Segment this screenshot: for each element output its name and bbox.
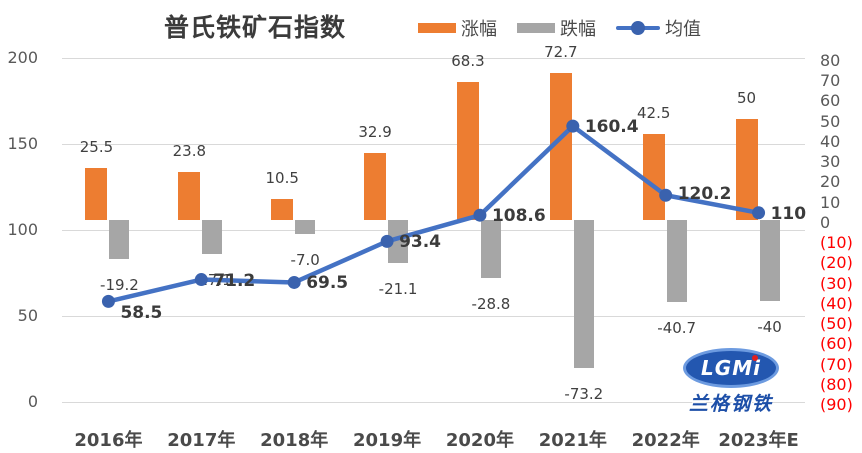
- lgmi-logo-text: LGMi: [701, 356, 761, 380]
- fall-bar: [759, 219, 780, 301]
- x-axis-label: 2016年: [74, 430, 143, 451]
- rise-bar: [364, 153, 387, 220]
- right-axis-tick-label: (80): [820, 374, 853, 394]
- x-axis-label: 2018年: [260, 430, 329, 451]
- rise-bar-label: 50: [737, 88, 757, 107]
- right-axis-tick-label: 0: [820, 212, 831, 232]
- x-axis-label: 2019年: [353, 430, 422, 451]
- fall-bar: [295, 219, 316, 235]
- right-axis-tick-label: 30: [820, 152, 841, 172]
- left-axis-tick-label: 200: [7, 48, 38, 67]
- rise-bar: [85, 168, 108, 220]
- right-axis-tick-label: 50: [820, 111, 841, 131]
- right-axis-tick-label: 60: [820, 91, 841, 111]
- mean-value-label: 108.6: [491, 206, 546, 227]
- legend-item-rise: 涨幅: [418, 15, 497, 41]
- rise-bar: [642, 133, 665, 220]
- rise-swatch-icon: [418, 23, 456, 33]
- rise-bar-label: 42.5: [636, 103, 671, 122]
- rise-bar: [735, 118, 758, 220]
- mean-value-label: 93.4: [399, 232, 442, 253]
- fall-bar: [109, 219, 130, 259]
- chart-title: 普氏铁矿石指数: [163, 13, 346, 42]
- x-axis-label: 2020年: [445, 430, 514, 451]
- left-axis-tick-label: 0: [27, 392, 38, 411]
- rise-bar-label: 25.5: [79, 138, 114, 157]
- right-axis-tick-label: (30): [820, 273, 853, 293]
- right-axis-tick-label: 10: [820, 192, 841, 212]
- gridline: [62, 57, 805, 59]
- left-axis-tick-label: 50: [17, 306, 38, 325]
- lgmi-logo-ellipse: LGMi: [683, 348, 779, 388]
- x-axis-label: 2023年E: [718, 430, 799, 451]
- fall-bar-label: -40.7: [657, 319, 697, 338]
- left-axis-tick-label: 150: [7, 134, 38, 153]
- legend-item-fall: 跌幅: [517, 15, 596, 41]
- right-axis-tick-label: (20): [820, 253, 853, 273]
- right-axis-tick-label: 20: [820, 172, 841, 192]
- fall-bar-label: -28.8: [471, 295, 511, 314]
- right-axis-tick-label: (60): [820, 334, 853, 354]
- fall-bar: [202, 219, 223, 255]
- mean-value-label: 71.2: [213, 270, 256, 291]
- rise-bar-label: 68.3: [451, 51, 485, 70]
- legend-fall-label: 跌幅: [560, 19, 596, 40]
- mean-value-label: 58.5: [120, 303, 163, 324]
- rise-bar-label: 23.8: [172, 141, 207, 160]
- x-axis-label: 2022年: [631, 430, 700, 451]
- rise-bar: [456, 81, 479, 220]
- right-axis-tick-label: 70: [820, 71, 841, 91]
- right-axis-tick-label: (40): [820, 293, 853, 313]
- right-axis-tick-label: (70): [820, 354, 853, 374]
- mean-value-label: 160.4: [584, 117, 639, 138]
- legend-mean-label: 均值: [665, 19, 701, 40]
- rise-bar-label: 32.9: [358, 123, 392, 142]
- mean-line-swatch-icon: [616, 21, 660, 35]
- x-axis-label: 2021年: [538, 430, 607, 451]
- fall-bar-label: -7.0: [290, 251, 320, 270]
- rise-bar: [178, 171, 201, 220]
- gridline: [62, 229, 805, 231]
- chart-legend: 涨幅 跌幅 均值: [418, 15, 701, 41]
- fall-bar: [573, 219, 594, 368]
- fall-bar: [480, 219, 501, 279]
- fall-swatch-icon: [517, 23, 555, 33]
- rise-bar-label: 72.7: [544, 42, 578, 61]
- left-axis-tick-label: 100: [7, 220, 38, 239]
- rise-bar: [271, 198, 294, 220]
- lgmi-logo-subtext: 兰格钢铁: [688, 393, 773, 415]
- right-axis-tick-label: 80: [820, 51, 841, 70]
- lgmi-logo: LGMi 兰格钢铁: [676, 348, 786, 416]
- mean-value-label: 120.2: [677, 184, 732, 205]
- fall-bar-label: -21.1: [378, 279, 418, 298]
- gridline: [62, 401, 805, 403]
- right-axis-tick-label: (50): [820, 314, 853, 334]
- right-axis-tick-label: (10): [820, 233, 853, 253]
- right-axis-tick-label: (90): [820, 395, 853, 414]
- fall-bar-label: -40: [757, 317, 782, 336]
- fall-bar-label: -73.2: [564, 385, 604, 403]
- fall-bar: [666, 219, 687, 303]
- mean-value-label: 110: [770, 203, 807, 224]
- mean-point-marker: [101, 294, 115, 308]
- mean-value-label: 69.5: [306, 273, 349, 294]
- legend-rise-label: 涨幅: [461, 19, 497, 40]
- x-axis-label: 2017年: [167, 430, 236, 451]
- legend-item-mean: 均值: [616, 15, 701, 41]
- fall-bar-label: -19.2: [100, 275, 139, 294]
- rise-bar: [549, 72, 572, 220]
- gridline: [62, 315, 805, 317]
- mean-point-marker: [287, 275, 301, 289]
- lgmi-logo-red-dot-icon: [752, 355, 758, 361]
- right-axis-tick-label: 40: [820, 131, 841, 151]
- rise-bar-label: 10.5: [265, 168, 299, 187]
